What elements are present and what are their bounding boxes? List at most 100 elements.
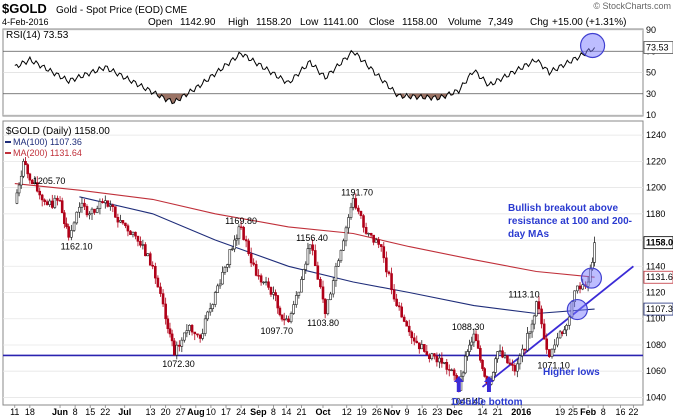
price-bar: [545, 338, 549, 350]
price-bar: [392, 289, 396, 300]
price-bar: [80, 202, 84, 208]
volume-value: 7,349: [488, 17, 513, 28]
price-bar: [201, 333, 204, 339]
price-bar: [476, 340, 480, 349]
low-annotation-1097: 1097.70: [261, 326, 294, 336]
price-bar: [75, 211, 79, 224]
price-bar: [526, 333, 529, 351]
high-annotation-1156: 1156.40: [296, 233, 328, 243]
price-bar: [154, 265, 157, 279]
ma200-line: [14, 183, 595, 278]
price-bar: [292, 304, 295, 314]
low-annotation-1103: 1103.80: [307, 318, 339, 328]
price-bar: [367, 232, 370, 235]
x-tick-label: 17: [221, 407, 231, 417]
x-tick-label: Nov: [383, 407, 400, 417]
price-bar: [385, 257, 388, 273]
price-bar: [168, 328, 172, 335]
price-bar: [180, 339, 184, 347]
rsi-tick-label: 10: [646, 110, 656, 120]
price-bar: [377, 239, 380, 245]
price-bar: [139, 241, 142, 246]
price-tick-label: 1200: [646, 183, 666, 193]
price-bar: [382, 246, 386, 259]
price-bar: [101, 201, 104, 204]
arrow-up-icon: [483, 376, 494, 392]
price-tick-label: 1140: [646, 261, 665, 271]
price-bar: [31, 179, 34, 185]
price-tick-label: 1080: [646, 340, 666, 350]
price-tag-value: 1107.36: [646, 304, 673, 314]
price-bar: [496, 351, 499, 360]
x-tick-label: 12: [342, 407, 352, 417]
price-bar: [581, 284, 585, 290]
rsi-tick-label: 50: [646, 68, 656, 78]
price-bar: [24, 161, 27, 165]
x-tick-label: Sep: [250, 407, 267, 417]
price-bar: [528, 331, 532, 334]
price-bar: [159, 286, 162, 294]
x-tick-label: 8: [271, 407, 276, 417]
credit-label: © StockCharts.com: [593, 1, 671, 11]
price-bar: [558, 331, 562, 339]
price-bar: [576, 285, 579, 292]
price-bar: [151, 264, 155, 267]
price-bar: [548, 349, 551, 357]
price-bar: [308, 244, 312, 249]
x-tick-label: 21: [493, 407, 503, 417]
price-bar: [447, 369, 451, 371]
high-annotation-1088: 1088.30: [452, 322, 485, 332]
rsi-line: [14, 47, 596, 105]
volume-label: Volume: [448, 17, 482, 28]
price-tick-label: 1220: [646, 156, 666, 166]
price-bar: [321, 286, 325, 300]
price-bar: [98, 201, 102, 209]
price-bar: [257, 275, 260, 277]
price-bar: [116, 216, 120, 223]
price-bar: [578, 285, 582, 290]
x-tick-label: 26: [372, 407, 382, 417]
price-bar: [326, 299, 330, 315]
price-bar: [498, 350, 502, 352]
price-bar: [438, 357, 441, 363]
price-bar: [470, 341, 474, 346]
price-bar: [26, 164, 30, 175]
price-bar: [208, 308, 212, 313]
price-bar: [60, 200, 64, 214]
price-tick-label: 1060: [646, 366, 666, 376]
price-bar: [463, 355, 467, 374]
price-bar: [443, 362, 446, 364]
price-bar: [297, 291, 301, 296]
price-bar: [56, 197, 59, 201]
price-bar: [364, 227, 368, 234]
price-bar: [156, 277, 160, 288]
rising-trendline: [481, 265, 634, 388]
price-bar: [565, 325, 568, 331]
price-bar: [259, 275, 263, 283]
price-bar: [521, 348, 524, 357]
price-bar: [405, 321, 409, 327]
price-bar: [306, 248, 310, 265]
price-bar: [247, 240, 250, 254]
rsi-tick-label: 90: [646, 25, 656, 35]
price-bar: [337, 260, 340, 267]
price-bar: [433, 353, 436, 357]
price-bar: [274, 292, 277, 296]
price-bar: [33, 182, 37, 185]
rsi-axis: 9070503010: [646, 25, 656, 120]
price-bar: [161, 293, 165, 305]
price-bar: [230, 248, 234, 251]
price-tick-label: 1180: [646, 209, 665, 219]
price-bar: [40, 194, 44, 201]
price-bar: [349, 206, 353, 218]
price-bar: [563, 329, 566, 334]
ma-legend: MA(100) 1107.36 MA(200) 1131.64: [5, 137, 82, 158]
bullish-note-line3: day MAs: [508, 229, 550, 240]
price-bar: [264, 281, 268, 283]
price-bar: [203, 318, 207, 334]
price-bar: [216, 285, 219, 293]
price-bar: [417, 342, 421, 350]
price-bar: [126, 225, 130, 232]
price-bar: [420, 344, 424, 350]
